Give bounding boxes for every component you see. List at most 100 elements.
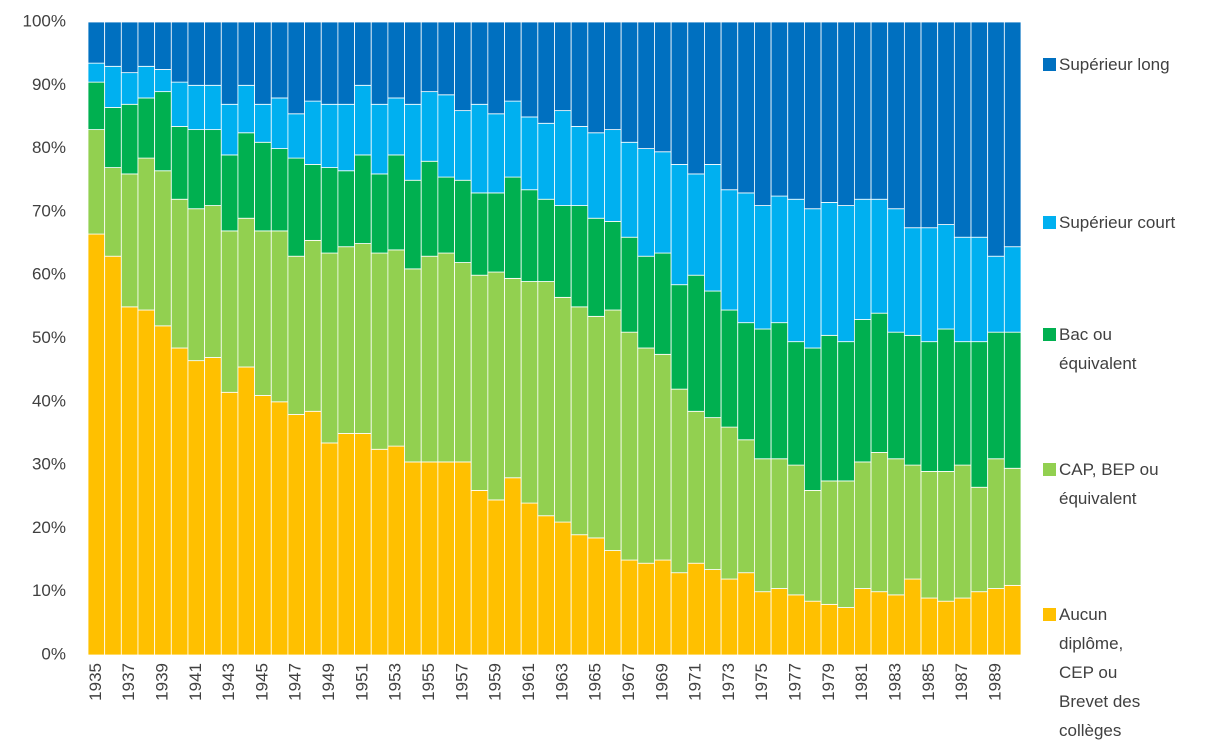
bar-segment — [187, 208, 206, 362]
bar-segment — [820, 480, 839, 605]
bar-segment — [204, 205, 222, 358]
bar-segment — [1003, 331, 1022, 469]
bar-segment — [454, 461, 472, 656]
bar-segment — [87, 81, 106, 131]
bar-segment — [437, 21, 455, 96]
bar-segment — [104, 107, 122, 168]
bar-segment — [687, 410, 705, 564]
bar-segment — [404, 21, 422, 105]
bar-segment — [304, 239, 322, 412]
x-tick-label: 1951 — [352, 663, 371, 701]
x-tick-label: 1959 — [486, 663, 505, 701]
bar-segment — [554, 21, 572, 112]
bar-segment — [704, 21, 722, 165]
bar-segment — [670, 572, 689, 656]
bar-segment — [404, 268, 422, 463]
bar-segment — [170, 198, 189, 349]
bar-segment — [920, 597, 939, 656]
bar-segment — [437, 176, 455, 254]
bar-segment — [537, 122, 555, 200]
bar-segment — [237, 84, 256, 134]
bar-segment — [987, 331, 1005, 460]
bar-segment — [953, 597, 972, 656]
bar-segment — [504, 176, 522, 279]
bar-segment — [987, 458, 1005, 589]
bar-segment — [620, 559, 639, 656]
bar-segment — [737, 322, 755, 441]
bar-segment — [254, 395, 272, 656]
bar-segment — [787, 594, 805, 656]
x-tick-label: 1973 — [719, 663, 738, 701]
bar-segment — [370, 173, 389, 254]
x-tick-label: 1941 — [186, 663, 205, 701]
x-tick-label: 1977 — [786, 663, 805, 701]
bar-segment — [454, 21, 472, 112]
bar-segment — [720, 21, 739, 191]
bar-segment — [270, 97, 289, 149]
bar-segment — [837, 21, 855, 206]
bar-segment — [404, 103, 422, 181]
bar-segment — [804, 208, 822, 349]
legend-swatch — [1043, 463, 1056, 476]
legend-item: Supérieur long — [1043, 50, 1208, 79]
x-tick-label: 1949 — [319, 663, 338, 701]
bar-segment — [237, 21, 256, 86]
bar-segment — [454, 262, 472, 463]
x-tick-label: 1965 — [586, 663, 605, 701]
bar-segment — [704, 569, 722, 656]
bar-segment — [970, 341, 989, 488]
x-tick-label: 1967 — [619, 663, 638, 701]
bar-segment — [370, 103, 389, 175]
bar-segment — [1003, 246, 1022, 333]
bar-segment — [853, 198, 872, 320]
x-tick-label: 1983 — [886, 663, 905, 701]
bar-segment — [787, 464, 805, 596]
bar-segment — [137, 309, 156, 656]
bar-segment — [320, 252, 339, 444]
x-tick-label: 1937 — [119, 663, 138, 701]
bar-segment — [687, 274, 705, 412]
bar-segment — [737, 572, 755, 656]
bar-segment — [387, 154, 405, 251]
page: 0% 10% 20% 30% 40% 50% 60% 70% 80% 90% 100% 1935 193… — [22, 11, 1208, 740]
bar-segment — [720, 578, 739, 656]
bar-segment — [537, 21, 555, 124]
bar-segment — [404, 179, 422, 270]
bar-segment — [637, 148, 655, 257]
bar-segment — [487, 499, 505, 656]
bar-segment — [304, 21, 322, 102]
bar-segment — [787, 21, 805, 200]
bar-segment — [953, 21, 972, 238]
y-tick-label: 0% — [41, 644, 66, 663]
legend-label: Aucun diplôme, CEP ou Brevet des collège… — [1059, 605, 1141, 740]
bar-segment — [604, 550, 622, 656]
x-tick-label: 1957 — [452, 663, 471, 701]
bar-segment — [454, 179, 472, 263]
bar-segment — [903, 578, 922, 656]
bar-segment — [337, 103, 355, 172]
legend-item: Aucun diplôme, CEP ou Brevet des collège… — [1043, 600, 1208, 745]
bar-segment — [754, 458, 772, 593]
bar-segment — [320, 103, 339, 168]
bar-segment — [187, 360, 206, 656]
bar-segment — [737, 21, 755, 194]
bar-segment — [770, 458, 789, 589]
bar-segment — [770, 21, 789, 197]
x-tick-label: 1989 — [985, 663, 1004, 701]
bar-segment — [187, 129, 206, 210]
bar-segment — [487, 271, 505, 501]
bar-segment — [704, 417, 722, 570]
x-tick-label: 1975 — [752, 663, 771, 701]
bar-segment — [387, 249, 405, 447]
bar-segment — [587, 21, 605, 134]
bar-segment — [1003, 584, 1022, 656]
bar-segment — [104, 167, 122, 257]
y-tick-label: 90% — [32, 75, 66, 94]
bar-segment — [287, 255, 305, 415]
bar-segment — [620, 236, 639, 333]
bar-segment — [953, 341, 972, 466]
bar-segment — [420, 160, 439, 257]
bar-segment — [903, 464, 922, 580]
bar-segment — [587, 217, 605, 317]
bar-segment — [237, 366, 256, 656]
